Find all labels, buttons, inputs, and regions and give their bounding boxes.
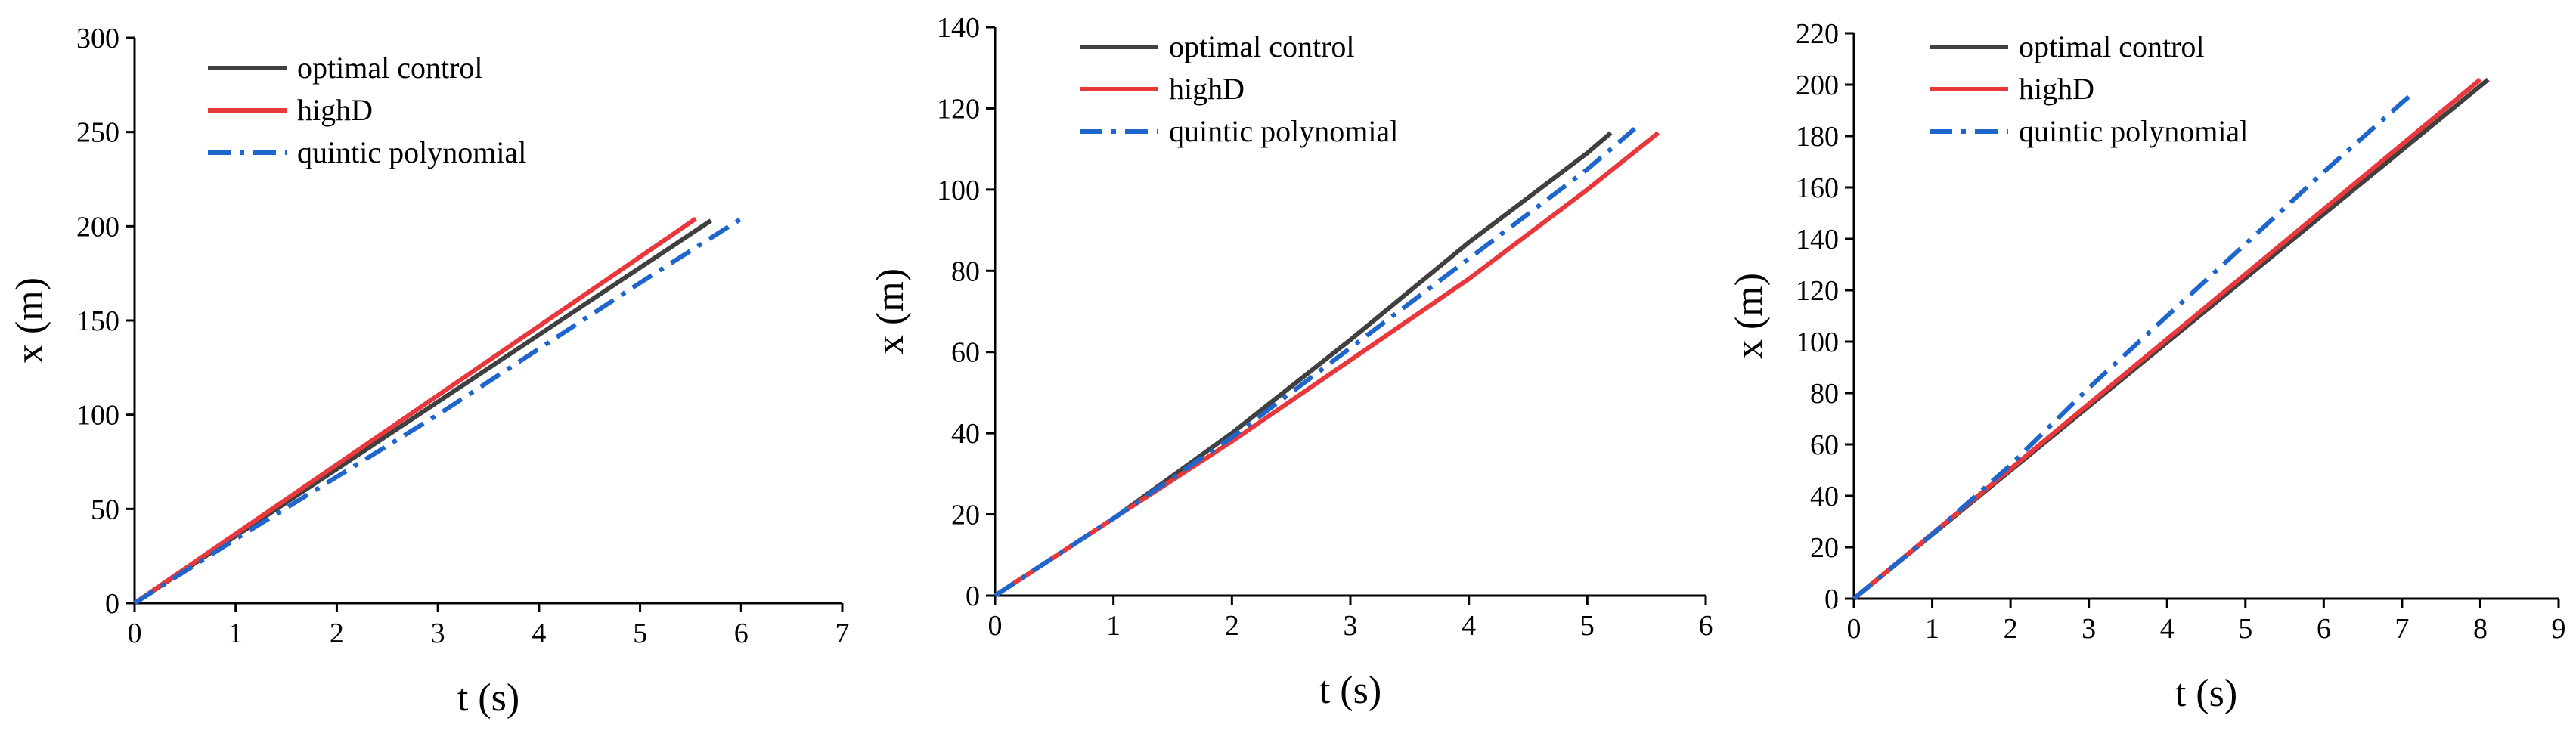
y-tick-label: 40 bbox=[1810, 481, 1839, 512]
x-tick-label: 1 bbox=[1106, 610, 1121, 642]
x-tick-label: 2 bbox=[330, 618, 344, 649]
x-axis-label: t (s) bbox=[1319, 669, 1381, 712]
series-line-quintic-polynomial bbox=[1852, 90, 2416, 601]
x-tick-label: 4 bbox=[532, 618, 546, 649]
series-line-quintic-polynomial bbox=[994, 127, 1636, 598]
x-tick-label: 6 bbox=[2317, 613, 2331, 645]
chart-panel-1: 0 1 2 3 4 5 6 7 0 50 100 150 200 250 300 t (s) x (m) opti… bbox=[8, 23, 850, 720]
x-tick-label: 2 bbox=[2004, 613, 2018, 645]
y-tick-label: 120 bbox=[1796, 275, 1839, 307]
series-line-quintic-polynomial bbox=[133, 216, 742, 605]
x-tick-label: 7 bbox=[2395, 613, 2409, 645]
y-tick-label: 180 bbox=[1796, 121, 1839, 153]
series-line-highD bbox=[133, 216, 697, 605]
x-axis-label: t (s) bbox=[2175, 672, 2237, 715]
y-tick-label: 200 bbox=[1796, 70, 1839, 101]
x-tick-label: 3 bbox=[2082, 613, 2096, 645]
y-tick-label: 220 bbox=[1796, 18, 1839, 50]
x-tick-label: 3 bbox=[431, 618, 445, 649]
y-tick-label: 20 bbox=[951, 500, 980, 531]
legend-label: highD bbox=[297, 93, 373, 127]
legend-label: quintic polynomial bbox=[1169, 114, 1398, 148]
y-tick-label: 20 bbox=[1810, 532, 1839, 564]
y-tick-label: 140 bbox=[937, 12, 980, 44]
y-axis-label: x (m) bbox=[869, 268, 912, 354]
series-line-highD bbox=[994, 131, 1660, 598]
y-tick-label: 120 bbox=[937, 93, 980, 125]
y-tick-label: 100 bbox=[1796, 327, 1839, 358]
x-tick-label: 4 bbox=[1462, 610, 1476, 642]
x-tick-label: 0 bbox=[128, 618, 142, 649]
x-tick-label: 1 bbox=[1925, 613, 1939, 645]
y-tick-label: 80 bbox=[951, 255, 980, 287]
legend-label: optimal control bbox=[1169, 29, 1355, 63]
x-tick-label: 7 bbox=[835, 618, 850, 649]
series-line-optimal-control bbox=[994, 131, 1613, 598]
y-tick-label: 0 bbox=[1824, 584, 1839, 615]
x-tick-label: 8 bbox=[2473, 613, 2488, 645]
y-tick-label: 100 bbox=[76, 400, 119, 432]
x-tick-label: 5 bbox=[633, 618, 647, 649]
y-tick-label: 40 bbox=[951, 418, 980, 450]
series-line-highD bbox=[1852, 77, 2482, 601]
y-tick-label: 160 bbox=[1796, 172, 1839, 204]
y-tick-label: 0 bbox=[966, 580, 980, 612]
legend-label: highD bbox=[2019, 72, 2094, 106]
y-tick-label: 60 bbox=[1810, 429, 1839, 461]
y-tick-label: 100 bbox=[937, 175, 980, 206]
x-tick-label: 6 bbox=[734, 618, 749, 649]
chart-panel-3: 0 1 2 3 4 5 6 7 8 9 0 20 40 60 80 100 120 140 160 180 200 220… bbox=[1728, 18, 2566, 715]
x-tick-label: 1 bbox=[228, 618, 243, 649]
x-tick-label: 0 bbox=[988, 610, 1003, 642]
x-tick-label: 9 bbox=[2552, 613, 2566, 645]
x-tick-label: 0 bbox=[1847, 613, 1861, 645]
x-tick-label: 3 bbox=[1344, 610, 1358, 642]
y-tick-label: 50 bbox=[91, 494, 119, 525]
legend-label: optimal control bbox=[297, 51, 483, 85]
y-tick-label: 300 bbox=[76, 23, 119, 54]
y-axis-label: x (m) bbox=[1728, 273, 1771, 359]
legend-label: optimal control bbox=[2019, 29, 2205, 63]
y-tick-label: 250 bbox=[76, 117, 119, 149]
legend-label: quintic polynomial bbox=[2019, 114, 2248, 148]
y-tick-label: 140 bbox=[1796, 224, 1839, 255]
legend-label: quintic polynomial bbox=[297, 135, 526, 169]
x-tick-label: 5 bbox=[2238, 613, 2252, 645]
y-tick-label: 60 bbox=[951, 337, 980, 369]
y-tick-label: 200 bbox=[76, 211, 119, 243]
y-tick-label: 80 bbox=[1810, 378, 1839, 410]
y-axis-label: x (m) bbox=[8, 277, 51, 364]
y-tick-label: 0 bbox=[105, 588, 119, 620]
x-tick-label: 5 bbox=[1580, 610, 1595, 642]
x-axis-label: t (s) bbox=[457, 676, 519, 720]
x-tick-label: 2 bbox=[1225, 610, 1239, 642]
legend-label: highD bbox=[1169, 72, 1245, 106]
x-tick-label: 6 bbox=[1699, 610, 1713, 642]
y-tick-label: 150 bbox=[76, 305, 119, 337]
x-tick-label: 4 bbox=[2160, 613, 2175, 645]
